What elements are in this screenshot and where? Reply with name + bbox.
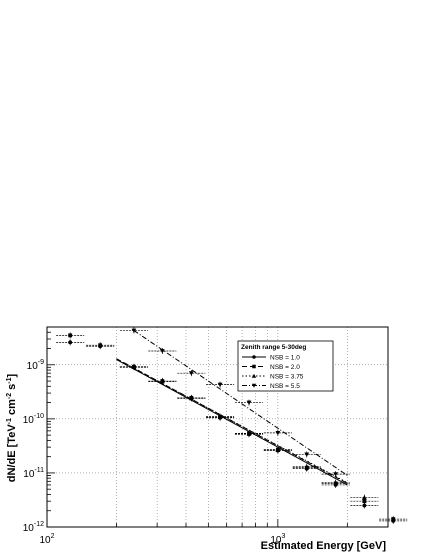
data-point	[217, 382, 223, 388]
data-point	[391, 517, 396, 522]
data-point	[68, 340, 73, 345]
fit-line	[116, 359, 348, 486]
y-tick-label: 10-12	[23, 521, 44, 534]
data-point	[362, 503, 367, 508]
data-points	[56, 327, 408, 524]
legend-marker	[252, 364, 256, 369]
grid-lines	[47, 327, 389, 527]
x-axis-label: Estimated Energy [GeV]	[261, 540, 387, 552]
legend-label: NSB = 2.0	[270, 364, 300, 371]
fit-lines	[116, 330, 348, 486]
legend-entries: NSB = 1.0 NSB = 2.0 NSB = 3.75 NSB = 5.5	[242, 355, 304, 390]
data-point	[188, 371, 194, 376]
axis-ticks	[46, 326, 389, 528]
fit-line	[133, 330, 348, 476]
legend-marker	[251, 383, 257, 388]
tick-labels: 102 103 10-12 10-11 10-10 10-9	[23, 359, 286, 546]
data-point	[188, 395, 194, 401]
data-point	[98, 343, 103, 348]
data-point	[333, 472, 339, 477]
x-tick-label: 103	[270, 533, 285, 546]
data-point	[275, 447, 281, 452]
data-point	[361, 495, 367, 500]
y-axis-label: dN/dE [TeV-1 cm-2 s-1]	[6, 373, 18, 482]
data-point	[304, 452, 310, 457]
legend-marker	[252, 355, 256, 359]
data-point	[68, 333, 73, 338]
data-point	[131, 364, 137, 369]
fit-line	[116, 358, 348, 484]
legend-marker	[251, 373, 257, 378]
data-point	[159, 378, 165, 384]
y-tick-label: 10-9	[27, 359, 44, 372]
x-tick-label: 102	[39, 533, 54, 546]
data-point	[217, 414, 223, 419]
data-point	[304, 464, 310, 469]
data-point	[333, 480, 339, 485]
data-point	[275, 430, 281, 436]
data-point	[246, 400, 252, 405]
legend-title: Zenith range 5-30deg	[241, 344, 306, 351]
data-point	[246, 431, 252, 436]
plot-frame	[46, 326, 389, 528]
y-tick-label: 10-11	[23, 467, 44, 480]
fit-line	[116, 358, 348, 484]
legend-label: NSB = 5.5	[270, 383, 300, 390]
data-point	[131, 328, 137, 333]
y-tick-label: 10-10	[23, 413, 44, 426]
legend-label: NSB = 1.0	[270, 355, 300, 362]
data-point	[362, 499, 367, 504]
data-point	[159, 349, 165, 354]
legend-label: NSB = 3.75	[270, 374, 304, 381]
